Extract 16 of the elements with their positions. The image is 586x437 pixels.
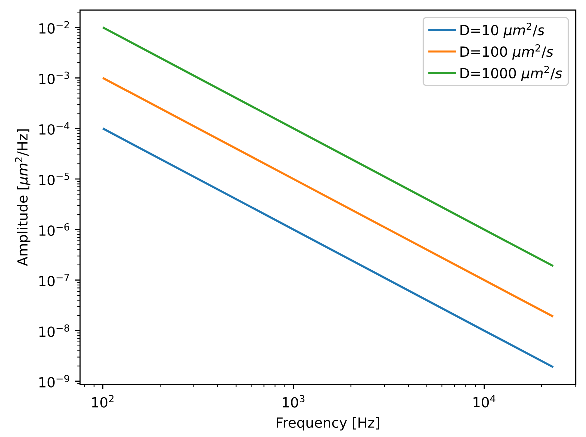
y-tick-label: 10$^{−2}$ [40,21,70,34]
legend-label: D=1000 μm$^{2}$/s [460,66,562,82]
x-tick-label: 10$^{4}$ [474,395,496,408]
y-axis-title: Amplitude [μm$^{2}$/Hz] [15,130,31,266]
y-tick-label: 10$^{−6}$ [40,223,70,236]
x-tick-label: 10$^{3}$ [283,395,305,408]
x-tick-label: 10$^{2}$ [92,395,114,408]
y-tick-label: 10$^{−7}$ [40,274,70,287]
y-tick-label: 10$^{−8}$ [40,324,70,338]
y-tick-label: 10$^{−5}$ [40,173,70,186]
y-tick-label: 10$^{−4}$ [40,122,70,135]
legend-label: D=10 μm$^{2}$/s [460,22,545,38]
y-tick-label: 10$^{−9}$ [40,375,70,388]
y-tick-label: 10$^{−3}$ [40,72,70,84]
legend-label: D=100 μm$^{2}$/s [460,44,554,60]
x-axis-title: Frequency [Hz] [277,417,380,431]
